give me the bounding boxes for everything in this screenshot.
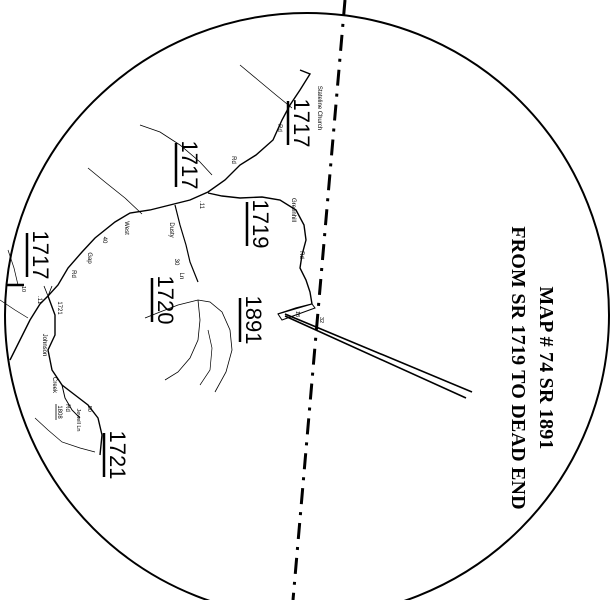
svg-text:1721: 1721 [105, 431, 130, 480]
svg-text:Rd: Rd [276, 124, 282, 132]
road-label-west: West [123, 221, 129, 235]
road-label-num-10: 10 [20, 286, 26, 292]
road-label-jewell-ln: Jewell Ln [75, 409, 81, 432]
stream [199, 329, 213, 386]
svg-text:Ln: Ln [178, 273, 184, 280]
svg-text:1717: 1717 [177, 141, 202, 190]
pointer-line-upper [284, 313, 473, 393]
svg-text:Rd: Rd [298, 251, 304, 259]
map-boundary-circle [4, 12, 610, 600]
road-label-rd-top: Rd [276, 124, 282, 132]
svg-text:32: 32 [318, 317, 324, 323]
svg-text:.11: .11 [36, 296, 42, 305]
road-1717 [9, 69, 312, 361]
svg-text:Johnson: Johnson [41, 334, 47, 357]
stream [239, 64, 293, 109]
road-label-num-50: .50 [86, 404, 92, 412]
road-label-1721-small: 1721 [56, 301, 62, 315]
svg-text:1721: 1721 [56, 301, 62, 315]
svg-text:Creek: Creek [51, 377, 57, 394]
svg-text:Rd: Rd [70, 270, 76, 278]
svg-text:West: West [123, 221, 129, 235]
road-label-num-30: 30 [173, 259, 179, 266]
road-label-rd-greenhill: Rd [298, 251, 304, 259]
stream [7, 249, 19, 286]
county-line [291, 0, 347, 600]
stream [144, 299, 233, 393]
route-label-1721: 1721 [102, 431, 130, 480]
svg-text:1891: 1891 [241, 296, 266, 345]
route-label-1720: 1720 [150, 276, 178, 325]
road-label-40: 40 [101, 237, 107, 244]
road-label-dusty-ln: Ln [178, 273, 184, 280]
map-title-group: MAP # 74 SR 1891 FROM SR 1719 TO DEAD EN… [507, 226, 557, 510]
road-1721 [47, 295, 103, 456]
segment-highlight [277, 303, 316, 321]
svg-text:Jewell Ln: Jewell Ln [75, 409, 81, 432]
svg-text:Stateline Church: Stateline Church [316, 86, 322, 130]
svg-text:Rd: Rd [230, 156, 236, 164]
road-dusty-ln [174, 204, 199, 283]
svg-text:1719: 1719 [248, 200, 273, 249]
stream [87, 167, 143, 215]
pointer-line-lower [284, 315, 467, 399]
svg-text:1808: 1808 [56, 405, 62, 419]
road-label-num-32: 32 [318, 317, 324, 323]
road-label-johnson: Johnson [41, 334, 47, 357]
svg-text:Dusty: Dusty [168, 222, 174, 237]
svg-text:Rd: Rd [64, 404, 70, 412]
map-title-line-2: FROM SR 1719 TO DEAD END [507, 226, 529, 510]
road-label-scale-2: .11 [36, 296, 42, 305]
svg-text:1717: 1717 [289, 99, 314, 148]
route-label-1717-left: 1717 [25, 231, 53, 280]
route-label-1717-mid: 1717 [174, 141, 202, 190]
svg-text:40: 40 [101, 237, 107, 244]
svg-text:30: 30 [173, 259, 179, 266]
road-label-greenhill: Greenhill [290, 198, 296, 222]
svg-text:18: 18 [294, 311, 300, 317]
svg-text:.50: .50 [86, 404, 92, 412]
road-label-rd-west: Rd [70, 270, 76, 278]
svg-text:.11: .11 [198, 201, 204, 210]
road-label-stateline-church: Stateline Church [316, 86, 322, 130]
route-label-1891: 1891 [238, 296, 266, 345]
road-label-1808: 1808 [55, 404, 62, 420]
road-label-dusty: Dusty [168, 222, 174, 237]
road-label-num-18: 18 [294, 311, 300, 317]
stream [34, 417, 96, 453]
stream [0, 299, 29, 319]
intersection-marker [43, 285, 53, 298]
svg-text:Greenhill: Greenhill [290, 198, 296, 222]
road-label-scale-1: .11 [198, 201, 204, 210]
map-title-line-1: MAP # 74 SR 1891 [535, 286, 557, 449]
road-label-rd-main: Rd [230, 156, 236, 164]
road-1719 [207, 192, 313, 305]
road-label-rd-creek: Rd [64, 404, 70, 412]
svg-text:10: 10 [20, 286, 26, 292]
road-jewell-ln [61, 384, 81, 419]
svg-text:1720: 1720 [153, 276, 178, 325]
route-label-1719: 1719 [245, 200, 273, 249]
road-label-creek: Creek [51, 377, 57, 394]
stream [139, 124, 213, 176]
svg-text:1717: 1717 [28, 231, 53, 280]
svg-text:Gap: Gap [86, 252, 92, 264]
route-label-1717-top: 1717 [286, 99, 314, 148]
road-label-gap: Gap [86, 252, 92, 264]
stream [164, 299, 201, 381]
